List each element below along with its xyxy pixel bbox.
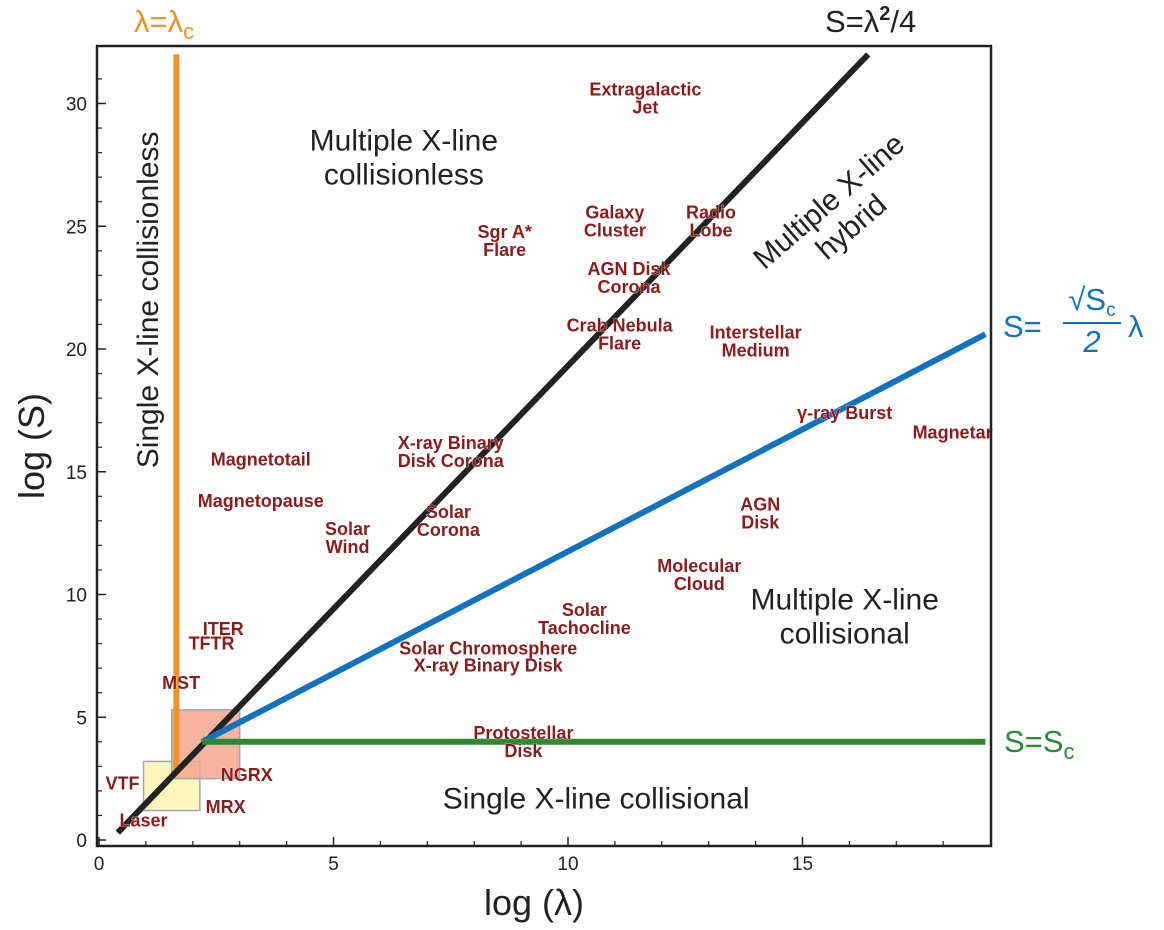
y-tick-label-15: 15 xyxy=(66,463,87,484)
y-tick-label-30: 30 xyxy=(66,95,87,116)
object-label-xray_binary_disk: X-ray Binary Disk xyxy=(414,656,564,676)
x-tick-label-10: 10 xyxy=(557,854,578,875)
object-label-solar_tachocline: Solar Tachocline xyxy=(538,600,631,638)
object-label-solar_wind: Solar Wind xyxy=(325,519,370,557)
x-tick-label-15: 15 xyxy=(792,854,813,875)
object-label-xray_binary_disk_corona: X-ray Binary Disk Corona xyxy=(398,433,505,471)
label-sqrt-prefix: S= xyxy=(1003,309,1042,344)
object-label-extragalactic_jet: Extragalactic Jet xyxy=(589,80,701,118)
object-label-vtf: VTF xyxy=(105,774,139,794)
object-label-magnetotail: Magnetotail xyxy=(211,449,311,469)
object-label-solar_corona: Solar Corona xyxy=(417,502,481,540)
object-label-laser: Laser xyxy=(120,810,168,830)
object-label-mst: MST xyxy=(162,673,200,693)
object-label-tftr: TFTR xyxy=(189,634,235,654)
line-labels: λ=λc S=λ2/4 S= √Sc2 λ S=Sc xyxy=(134,3,1144,764)
label-sweet-parker: S=λ2/4 xyxy=(825,3,916,39)
line-sqrt xyxy=(200,331,987,745)
label-sqrt-denominator: 2 xyxy=(1082,324,1100,359)
object-label-iter: ITER xyxy=(203,619,244,639)
x-tick-label-5: 5 xyxy=(328,854,339,875)
y-tick-label-10: 10 xyxy=(66,586,87,607)
label-sqrt-numerator: √Sc xyxy=(1068,282,1115,321)
object-label-protostellar_disk: Protostellar Disk xyxy=(473,723,573,761)
object-label-gamma_ray_burst: γ-ray Burst xyxy=(797,403,892,423)
region-single_collisionless: Single X-line collisionless xyxy=(132,131,165,468)
region-labels: Multiple X-line collisionless Multiple X-l… xyxy=(132,125,939,816)
y-tick-label-25: 25 xyxy=(66,217,87,238)
object-label-radio_lobe: Radio Lobe xyxy=(686,202,736,240)
x-tick-label-0: 0 xyxy=(94,854,105,875)
y-tick-label-0: 0 xyxy=(76,831,87,852)
object-label-molecular_cloud: Molecular Cloud xyxy=(657,556,741,594)
object-label-agn_disk_corona: AGN Disk Corona xyxy=(587,259,671,297)
y-axis-title: log (S) xyxy=(11,393,52,499)
object-label-interstellar_medium: Interstellar Medium xyxy=(710,323,802,361)
region-single_collisional: Single X-line collisional xyxy=(443,782,750,815)
label-s-c: S=Sc xyxy=(1004,724,1074,764)
object-label-galaxy_cluster: Galaxy Cluster xyxy=(584,202,646,240)
object-label-magnetopause: Magnetopause xyxy=(198,491,324,511)
y-tick-label-5: 5 xyxy=(76,708,87,729)
axis-ticks: 0 5 10 15 0 5 10 15 20 25 30 xyxy=(66,78,944,875)
label-sqrt-tail: λ xyxy=(1128,309,1144,344)
plot-frame xyxy=(95,44,993,848)
boundary-lines xyxy=(115,52,987,835)
object-label-agn_disk: AGN Disk xyxy=(740,494,780,532)
object-label-ngrx: NGRX xyxy=(221,765,273,785)
object-label-solar_chromosphere: Solar Chromosphere xyxy=(399,639,577,659)
label-lambda-c: λ=λc xyxy=(134,4,194,44)
object-label-mrx: MRX xyxy=(206,797,246,817)
x-axis-title: log (λ) xyxy=(484,882,584,923)
line-sweet xyxy=(115,52,871,835)
region-mult_collisional: Multiple X-line collisional xyxy=(750,584,938,651)
object-label-magnetar: Magnetar xyxy=(913,422,993,442)
object-label-sgr_a_flare: Sgr A* Flare xyxy=(478,222,532,260)
region-mult_collisionless: Multiple X-line collisionless xyxy=(310,125,498,192)
object-label-crab_nebula_flare: Crab Nebula Flare xyxy=(567,315,674,353)
object-labels: Extragalactic Jet Galaxy Cluster Radio Lobe Sg… xyxy=(105,79,993,830)
y-tick-label-20: 20 xyxy=(66,340,87,361)
